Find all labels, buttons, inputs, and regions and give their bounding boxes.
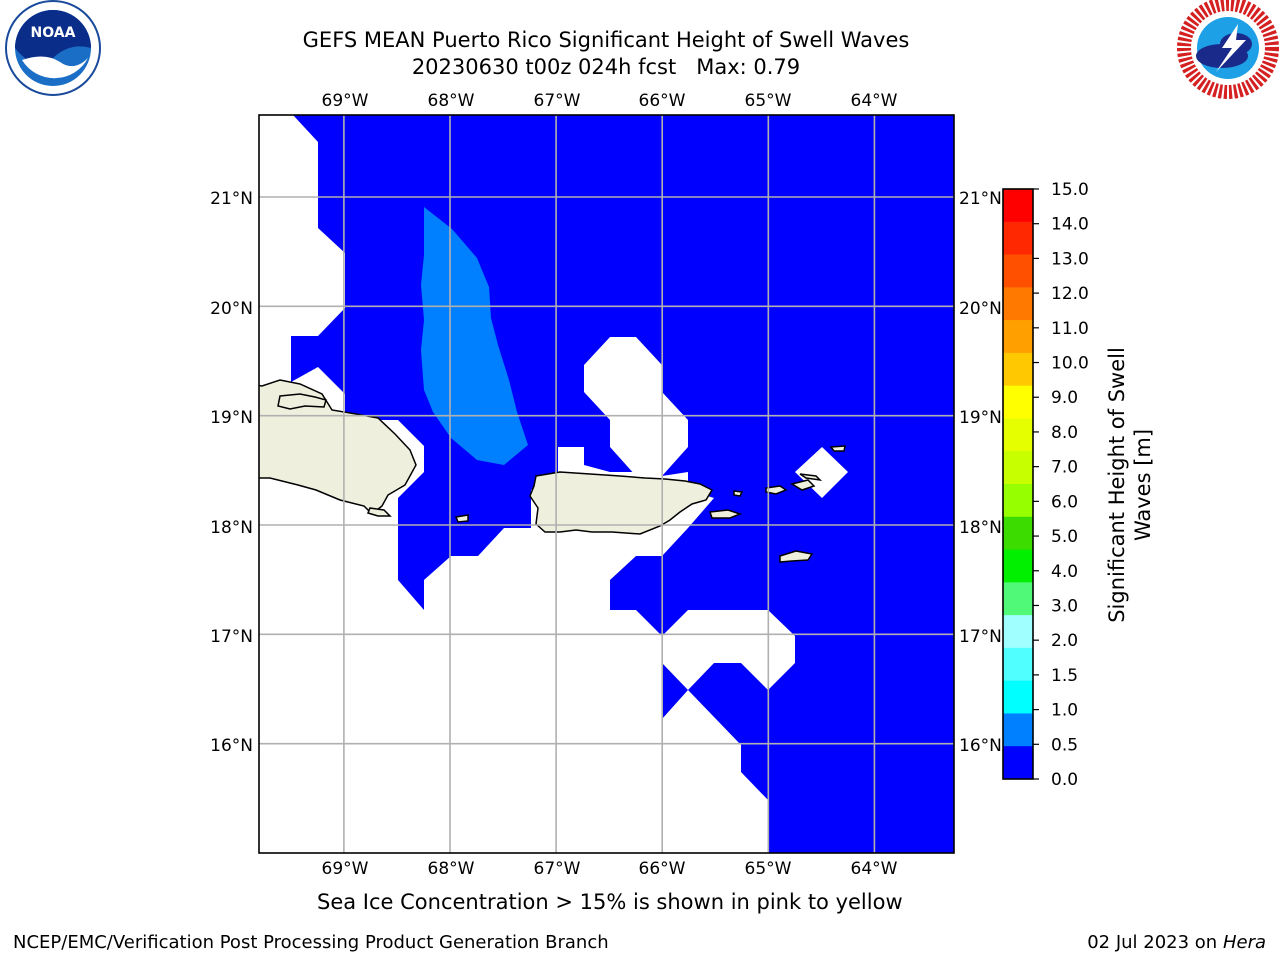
nws-logo bbox=[1177, 0, 1279, 99]
colorbar-band bbox=[1003, 254, 1033, 288]
colorbar-band bbox=[1003, 615, 1033, 649]
island-st-john bbox=[790, 479, 816, 491]
swell-field-0.5-1.0 bbox=[421, 207, 528, 465]
footer-host: Hera bbox=[1222, 932, 1266, 953]
lon-tick-top: 66°W bbox=[639, 91, 686, 111]
colorbar-band bbox=[1003, 549, 1033, 583]
lon-tick-top: 65°W bbox=[745, 91, 792, 111]
colorbar-tick-label: 3.0 bbox=[1051, 596, 1078, 616]
colorbar-tick-label: 10.0 bbox=[1051, 354, 1089, 374]
colorbar-tick-label: 14.0 bbox=[1051, 215, 1089, 235]
lat-tick-right: 20°N bbox=[959, 299, 1002, 319]
island-tortuga bbox=[277, 393, 327, 410]
lon-tick-top: 69°W bbox=[322, 91, 369, 111]
colorbar-frame bbox=[1002, 188, 1034, 780]
colorbar-tick-label: 6.0 bbox=[1051, 492, 1078, 512]
lon-tick-bottom: 69°W bbox=[322, 859, 369, 879]
colorbar-tick-label: 8.0 bbox=[1051, 423, 1078, 443]
colorbar-band bbox=[1003, 582, 1033, 616]
puerto-rico bbox=[529, 471, 714, 535]
noaa-logo-text: NOAA bbox=[31, 25, 76, 41]
colorbar-band bbox=[1003, 516, 1033, 551]
colorbar-tick-label: 0.5 bbox=[1051, 735, 1078, 755]
colorbar-band bbox=[1003, 418, 1033, 452]
colorbar-tick-label: 12.0 bbox=[1051, 284, 1089, 304]
colorbar-tick-label: 4.0 bbox=[1051, 562, 1078, 582]
graticule bbox=[259, 115, 954, 853]
lat-tick-left: 21°N bbox=[210, 189, 253, 209]
colorbar-band bbox=[1003, 385, 1033, 419]
lon-tick-top: 68°W bbox=[428, 91, 475, 111]
land bbox=[259, 379, 846, 563]
colorbar-band bbox=[1003, 484, 1033, 518]
colorbar-tick-label: 9.0 bbox=[1051, 388, 1078, 408]
hispaniola bbox=[259, 379, 417, 516]
lat-tick-left: 19°N bbox=[210, 408, 253, 428]
colorbar-band bbox=[1003, 746, 1033, 780]
colorbar-tick-label: 7.0 bbox=[1051, 458, 1078, 478]
colorbar-label-line1: Significant Height of Swell bbox=[1105, 347, 1129, 623]
footer-credit: NCEP/EMC/Verification Post Processing Pr… bbox=[13, 932, 609, 953]
lat-tick-left: 16°N bbox=[210, 736, 253, 756]
colorbar-tick-label: 13.0 bbox=[1051, 249, 1089, 269]
lon-tick-bottom: 68°W bbox=[428, 859, 475, 879]
colorbar-label-line2: Waves [m] bbox=[1131, 429, 1155, 541]
colorbar-band bbox=[1003, 713, 1033, 747]
colorbar: 15.0 14.0 13.0 12.0 11.0 10.0 9.0 8.0 7.0 6.0 5.0 4… bbox=[1002, 180, 1155, 790]
colorbar-band bbox=[1003, 189, 1033, 223]
lon-tick-bottom: 66°W bbox=[639, 859, 686, 879]
colorbar-band bbox=[1003, 352, 1033, 387]
lat-tick-left: 17°N bbox=[210, 627, 253, 647]
map-frame bbox=[258, 114, 955, 854]
colorbar-band bbox=[1003, 221, 1033, 256]
colorbar-band bbox=[1003, 320, 1033, 354]
island-tortola bbox=[799, 473, 823, 482]
island-anegada bbox=[829, 445, 846, 452]
lon-tick-bottom: 67°W bbox=[534, 859, 581, 879]
colorbar-tick-label: 11.0 bbox=[1051, 319, 1089, 339]
noaa-logo: NOAA bbox=[5, 0, 101, 96]
lon-tick-top: 67°W bbox=[534, 91, 581, 111]
lat-tick-left: 18°N bbox=[210, 518, 253, 538]
colorbar-tick-label: 5.0 bbox=[1051, 527, 1078, 547]
lat-tick-right: 17°N bbox=[959, 627, 1002, 647]
lat-tick-left: 20°N bbox=[210, 299, 253, 319]
lat-tick-right: 16°N bbox=[959, 736, 1002, 756]
colorbar-tick-label: 1.5 bbox=[1051, 666, 1078, 686]
colorbar-tick-label: 1.0 bbox=[1051, 701, 1078, 721]
island-vieques bbox=[708, 509, 743, 519]
colorbar-tick-label: 2.0 bbox=[1051, 631, 1078, 651]
colorbar-tick-label: 0.0 bbox=[1051, 770, 1078, 790]
colorbar-band bbox=[1003, 647, 1033, 682]
footer-date: 02 Jul 2023 on Hera bbox=[1087, 932, 1266, 953]
lat-tick-right: 21°N bbox=[959, 189, 1002, 209]
island-st-thomas bbox=[765, 485, 788, 495]
colorbar-band bbox=[1003, 680, 1033, 714]
lon-tick-bottom: 64°W bbox=[851, 859, 898, 879]
footer-date-text: 02 Jul 2023 on bbox=[1087, 932, 1223, 953]
island-culebra bbox=[733, 490, 744, 497]
island-st-croix bbox=[779, 550, 814, 563]
lon-tick-top: 64°W bbox=[851, 91, 898, 111]
lat-tick-right: 19°N bbox=[959, 408, 1002, 428]
island-mona bbox=[454, 514, 469, 523]
colorbar-band bbox=[1003, 287, 1033, 321]
island-saona bbox=[366, 507, 392, 517]
map-panel: 69°W 68°W 67°W 66°W 65°W 64°W 69°W 68°W … bbox=[210, 91, 1002, 879]
map-title: GEFS MEAN Puerto Rico Significant Height… bbox=[302, 28, 910, 52]
sea-ice-note: Sea Ice Concentration > 15% is shown in … bbox=[317, 890, 903, 914]
lon-tick-bottom: 65°W bbox=[745, 859, 792, 879]
colorbar-band bbox=[1003, 451, 1033, 485]
lat-tick-right: 18°N bbox=[959, 518, 1002, 538]
map-subtitle: 20230630 t00z 024h fcst Max: 0.79 bbox=[411, 55, 801, 79]
colorbar-tick-label: 15.0 bbox=[1051, 180, 1089, 200]
